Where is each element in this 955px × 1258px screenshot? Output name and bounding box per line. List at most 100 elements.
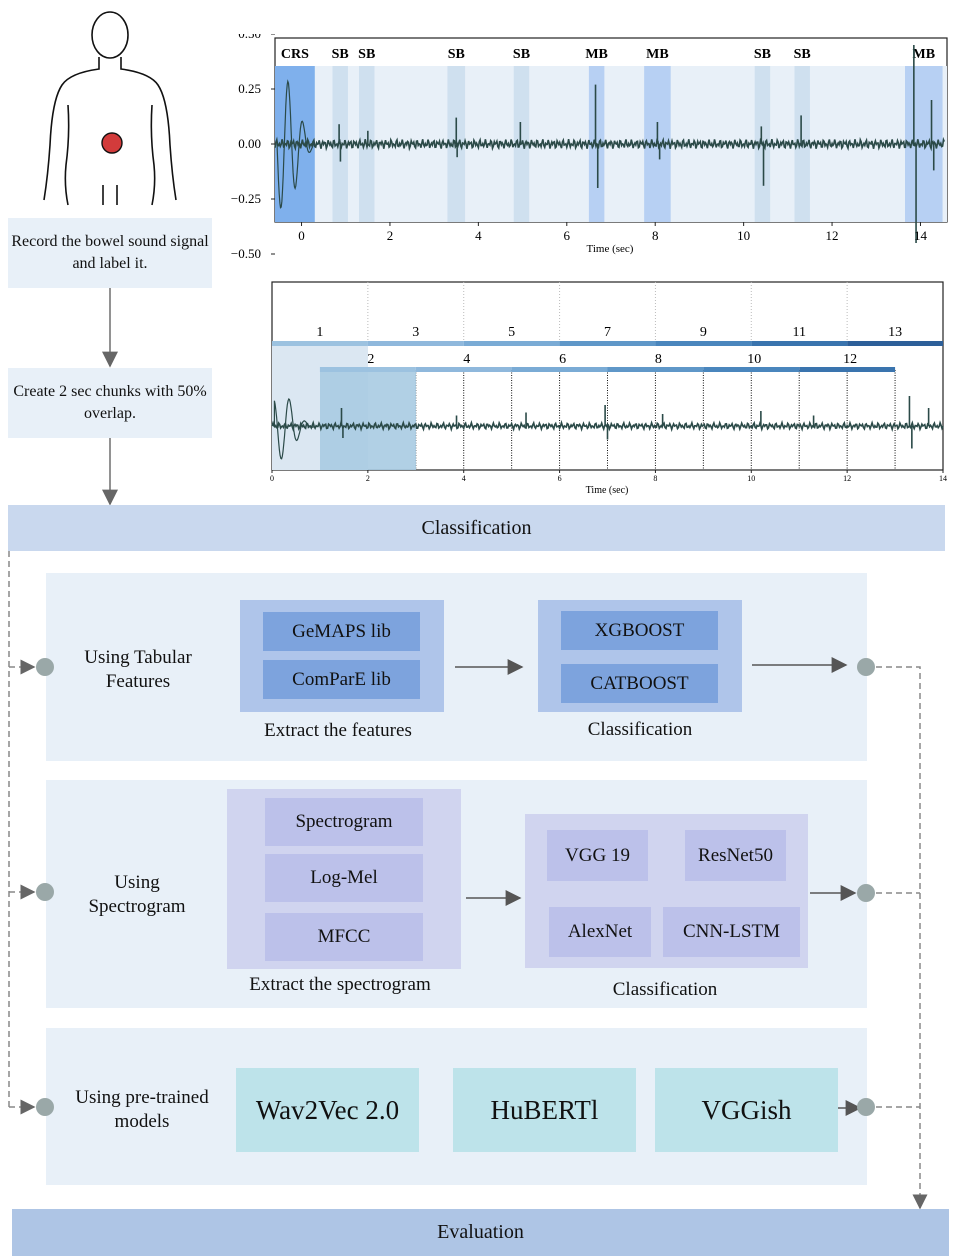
plot1-xtick-4: 8 — [652, 228, 659, 243]
cnn-lstm-box: CNN-LSTM — [663, 907, 800, 957]
plot2-xtick-5: 10 — [747, 474, 755, 483]
output-dot-tabular — [857, 658, 875, 676]
mfcc-feature-box: MFCC — [265, 913, 423, 961]
output-dot-pretrained — [857, 1098, 875, 1116]
plot2-xtick-6: 12 — [843, 474, 851, 483]
compare-lib-label: ComParE lib — [292, 668, 391, 690]
chunk-odd-label-2: 5 — [508, 325, 515, 340]
plot1-xtick-2: 4 — [475, 228, 482, 243]
plot1-ytick-3: −0.25 — [231, 191, 261, 206]
plot2-xtick-3: 6 — [558, 474, 562, 483]
chunk-bar-even-4 — [703, 367, 800, 372]
crs-burst-2 — [273, 398, 315, 460]
resnet50-box: ResNet50 — [685, 830, 786, 881]
event-label-5: MB — [585, 47, 608, 62]
gemaps-lib-label: GeMAPS lib — [292, 620, 391, 642]
evaluation-footer: Evaluation — [12, 1209, 949, 1256]
plot1-xtick-3: 6 — [564, 228, 571, 243]
crs-burst — [276, 79, 315, 209]
wav2vec-box: Wav2Vec 2.0 — [236, 1068, 419, 1152]
chunk-bar-odd-1 — [367, 341, 464, 346]
step-chunks-label: Create 2 sec chunks with 50% overlap. — [13, 382, 207, 422]
chunk-bar-even-3 — [607, 367, 704, 372]
classification-header: Classification — [8, 505, 945, 551]
event-label-3: SB — [448, 47, 465, 62]
xgboost-label: XGBOOST — [594, 619, 685, 641]
compare-lib-box: ComParE lib — [263, 660, 420, 699]
input-dot-pretrained — [36, 1098, 54, 1116]
plot1-ytick-4: −0.50 — [231, 246, 261, 261]
plot2-xtick-7: 14 — [939, 474, 947, 483]
chunk-bar-even-1 — [415, 367, 512, 372]
plot1-xlabel: Time (sec) — [587, 243, 634, 255]
evaluation-footer-label: Evaluation — [437, 1221, 524, 1243]
tabular-extract-caption: Extract the features — [264, 720, 412, 741]
chunk-odd-label-0: 1 — [316, 325, 323, 340]
plot1-xtick-7: 14 — [914, 228, 928, 243]
plot2-xtick-4: 8 — [653, 474, 657, 483]
spectrogram-title: Using Spectrogram — [88, 872, 186, 917]
event-label-4: SB — [513, 47, 530, 62]
classification-header-label: Classification — [421, 516, 532, 539]
plot2-xtick-1: 2 — [366, 474, 370, 483]
step-record-box: Record the bowel sound signal and label … — [8, 218, 212, 288]
chunk-even-label-3: 8 — [655, 352, 662, 367]
chunk-odd-label-5: 11 — [792, 325, 805, 340]
chunk-bar-odd-4 — [655, 341, 752, 346]
chunk-bar-odd-2 — [463, 341, 560, 346]
chunk-even-label-4: 10 — [747, 352, 761, 367]
event-label-8: SB — [794, 47, 811, 62]
signal-trace — [274, 136, 946, 152]
chunk-2-window — [320, 370, 416, 470]
event-label-0: CRS — [281, 47, 309, 62]
wav2vec-label: Wav2Vec 2.0 — [255, 1094, 400, 1125]
plot1-xtick-1: 2 — [387, 228, 394, 243]
event-label-6: MB — [646, 47, 669, 62]
chunk-odd-label-4: 9 — [700, 325, 707, 340]
plot1-xtick-0: 0 — [298, 228, 305, 243]
gemaps-lib-box: GeMAPS lib — [263, 612, 420, 651]
event-label-7: SB — [754, 47, 771, 62]
input-dot-tabular — [36, 658, 54, 676]
event-label-9: MB — [913, 47, 936, 62]
chunk-odd-label-3: 7 — [604, 325, 611, 340]
labeled-signal-plot: CRS SB SB SB SB MB MB SB SB MB 0.50 0.25 0.00 −0.25 −… — [231, 34, 948, 261]
stomach-marker — [101, 132, 123, 154]
tabular-class-caption: Classification — [587, 719, 693, 740]
step-chunks-box: Create 2 sec chunks with 50% overlap. — [8, 368, 212, 438]
pretrained-title: Using pre-trained models — [75, 1087, 209, 1132]
tabular-title: Using Tabular Features — [84, 647, 192, 692]
logmel-feature-label: Log-Mel — [310, 867, 378, 888]
chunking-plot: 1 3 5 7 9 11 132 4 6 8 10 12 0 2 4 6 8 10 12 14 Time (sec) — [270, 281, 947, 496]
chunk-bar-even-5 — [799, 367, 896, 372]
plot1-xtick-6: 12 — [826, 228, 839, 243]
step-record-label: Record the bowel sound signal and label … — [11, 232, 209, 272]
plot1-ytick-0: 0.50 — [238, 34, 261, 41]
chunk-even-label-0: 2 — [367, 352, 374, 367]
chunk-even-label-2: 6 — [559, 352, 566, 367]
alexnet-box: AlexNet — [549, 907, 651, 957]
event-label-1: SB — [332, 47, 349, 62]
chunk-odd-label-1: 3 — [412, 325, 419, 340]
spectrogram-feature-box: Spectrogram — [265, 798, 423, 846]
vgg19-box: VGG 19 — [547, 830, 648, 881]
plot2-xlabel: Time (sec) — [586, 485, 629, 496]
chunk-bar-odd-0 — [272, 341, 368, 346]
xgboost-box: XGBOOST — [561, 611, 718, 650]
chunk-even-label-1: 4 — [463, 352, 470, 367]
plot2-xtick-2: 4 — [462, 474, 466, 483]
chunk-bar-odd-3 — [559, 341, 656, 346]
plot1-ytick-2: 0.00 — [238, 136, 261, 151]
signal-trace-2 — [271, 419, 944, 433]
event-label-2: SB — [358, 47, 375, 62]
vggish-box: VGGish — [655, 1068, 838, 1152]
catboost-label: CATBOOST — [590, 672, 689, 694]
plot2-xtick-0: 0 — [270, 474, 274, 483]
resnet50-label: ResNet50 — [698, 844, 773, 866]
catboost-box: CATBOOST — [561, 664, 718, 703]
vggish-label: VGGish — [701, 1094, 792, 1125]
hubert-label: HuBERTl — [490, 1094, 599, 1125]
chunk-bar-even-2 — [511, 367, 608, 372]
